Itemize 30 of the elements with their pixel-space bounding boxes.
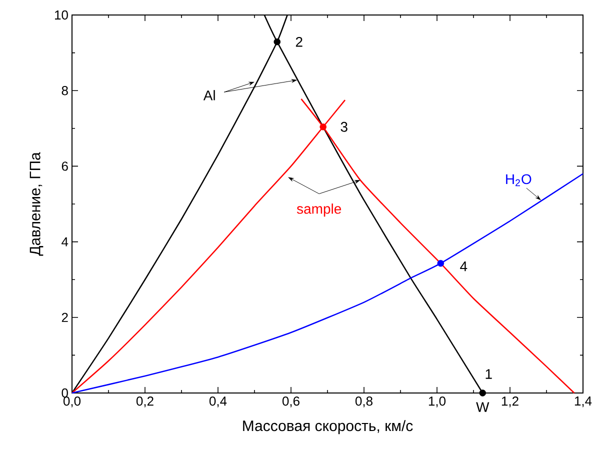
x-tick-label: 1,4 [574,396,592,408]
annotation: 3 [340,122,348,132]
y-tick-label: 0 [62,388,68,398]
y-tick-label: 4 [62,237,68,246]
x-tick-label: 0,6 [282,396,300,408]
point [274,38,281,46]
annotation: 2 [296,36,302,47]
x-tick-label: 0,8 [355,396,372,408]
point [479,390,486,396]
x-tick-label: 0,2 [136,396,154,408]
x-axis-title: Массовая скорость, км/с [243,420,413,434]
y-tick-label: 10 [55,10,68,20]
x-tick-label: 0,4 [209,396,227,408]
y-axis-title: Давление, ГПа [30,152,44,256]
x-tick-label: 1,0 [428,396,446,408]
y-tick-label: 2 [62,312,68,322]
annotation: sample [296,204,342,217]
point [437,260,444,267]
annotation: H$_{2}$O [506,174,532,186]
x-tick-label: 0,0 [63,396,81,408]
annotation: W [476,402,490,412]
annotation: 4 [460,262,468,272]
y-tick-label: 6 [62,162,68,171]
point [320,123,327,130]
line-series [71,99,346,394]
x-tick-label: 1,2 [502,396,518,408]
annotation: Al [203,90,215,100]
annotation: 1 [486,369,492,379]
line-series [71,173,584,394]
y-tick-label: 8 [62,86,68,96]
